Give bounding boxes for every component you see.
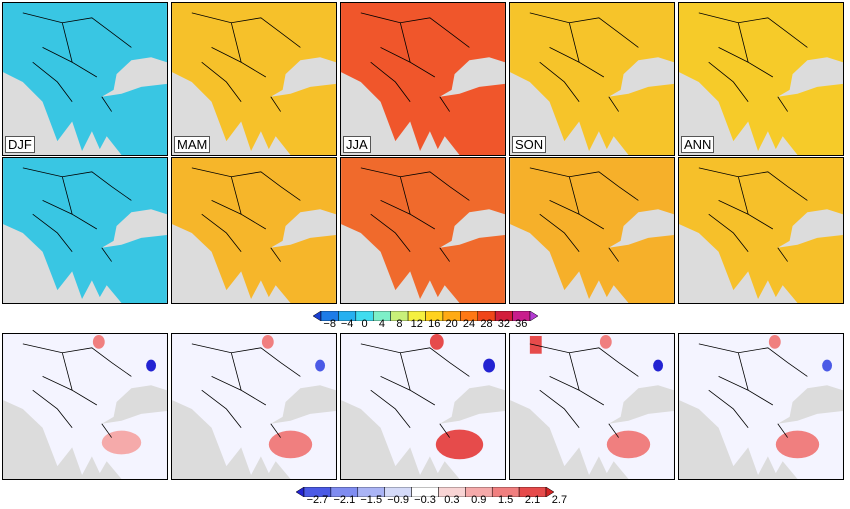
- map-panel-row2-jja: [340, 157, 506, 304]
- map-graphic: [679, 334, 843, 479]
- colorbar-bottom-ticks: −2.7 −2.1 −1.5 −0.9 −0.3 0.3 0.9 1.5 2.1 2.7: [296, 494, 568, 508]
- map-panel-row1-ann: ANN: [678, 2, 844, 156]
- colorbar-top-tick-label: 12: [410, 318, 423, 330]
- season-label-djf: DJF: [5, 136, 35, 153]
- colorbar-top-tick-label: 0: [361, 318, 368, 330]
- colorbar-top-tick-label: −4: [340, 318, 354, 330]
- map-graphic: [3, 3, 167, 155]
- diff-panel-mam: [171, 333, 337, 480]
- map-graphic: [341, 158, 505, 303]
- map-panel-row2-mam: [171, 157, 337, 304]
- diff-panel-djf: [2, 333, 168, 480]
- colorbar-top-tick-label: 4: [378, 318, 386, 330]
- colorbar-bottom: [295, 484, 555, 498]
- colorbar-bottom-segment: [545, 486, 555, 498]
- map-panel-row2-ann: [678, 157, 844, 304]
- colorbar-bottom-tick-label: −1.5: [360, 494, 383, 506]
- season-label-mam: MAM: [174, 136, 211, 153]
- map-graphic: [679, 158, 843, 303]
- map-graphic: [341, 3, 505, 155]
- map-graphic: [3, 334, 167, 479]
- map-graphic: [3, 158, 167, 303]
- map-panel-row1-son: SON: [509, 2, 675, 156]
- map-panel-row2-djf: [2, 157, 168, 304]
- colorbar-top-tick-label: 24: [462, 318, 476, 330]
- colorbar-bottom-tick-label: −2.7: [306, 494, 329, 506]
- colorbar-bottom-tick-label: −0.3: [414, 494, 436, 506]
- colorbar-top: [312, 308, 539, 322]
- diff-panel-son: [509, 333, 675, 480]
- colorbar-top-tick-label: 8: [396, 318, 403, 330]
- colorbar-bottom-tick-label: 2.1: [524, 494, 541, 506]
- colorbar-top-tick-label: 16: [428, 318, 441, 330]
- colorbar-top-segment: [529, 310, 539, 322]
- colorbar-bottom-tick-label: 1.5: [498, 494, 514, 506]
- map-panel-row1-jja: JJA: [340, 2, 506, 156]
- season-label-jja: JJA: [343, 136, 371, 153]
- diff-panel-ann: [678, 333, 844, 480]
- colorbar-bottom-tick-label: 0.9: [471, 494, 487, 506]
- colorbar-top-tick-label: 32: [497, 318, 510, 330]
- colorbar-bottom-tick-label: 0.3: [444, 494, 460, 506]
- map-graphic: [172, 3, 336, 155]
- colorbar-top-tick-label: 28: [480, 318, 493, 330]
- map-panel-row1-djf: DJF: [2, 2, 168, 156]
- colorbar-top-graphic: [312, 310, 539, 322]
- map-graphic: [341, 334, 505, 479]
- colorbar-top-tick-label: 20: [445, 318, 458, 330]
- season-label-son: SON: [512, 136, 547, 153]
- colorbar-top-tick-label: −8: [323, 318, 336, 330]
- colorbar-bottom-tick-label: −0.9: [387, 494, 409, 506]
- map-graphic: [510, 334, 674, 479]
- colorbar-bottom-tick-label: 2.7: [551, 494, 568, 506]
- map-graphic: [679, 3, 843, 155]
- diff-panel-jja: [340, 333, 506, 480]
- map-graphic: [172, 158, 336, 303]
- map-graphic: [510, 3, 674, 155]
- colorbar-bottom-tick-label: −2.1: [333, 494, 356, 506]
- season-label-ann: ANN: [681, 136, 715, 153]
- colorbar-top-ticks: −8 −4 0 4 8 12 16 20 24 28 32 36: [313, 318, 538, 332]
- colorbar-top-tick-label: 36: [515, 318, 528, 330]
- map-graphic: [510, 158, 674, 303]
- map-panel-row2-son: [509, 157, 675, 304]
- map-graphic: [172, 334, 336, 479]
- map-panel-row1-mam: MAM: [171, 2, 337, 156]
